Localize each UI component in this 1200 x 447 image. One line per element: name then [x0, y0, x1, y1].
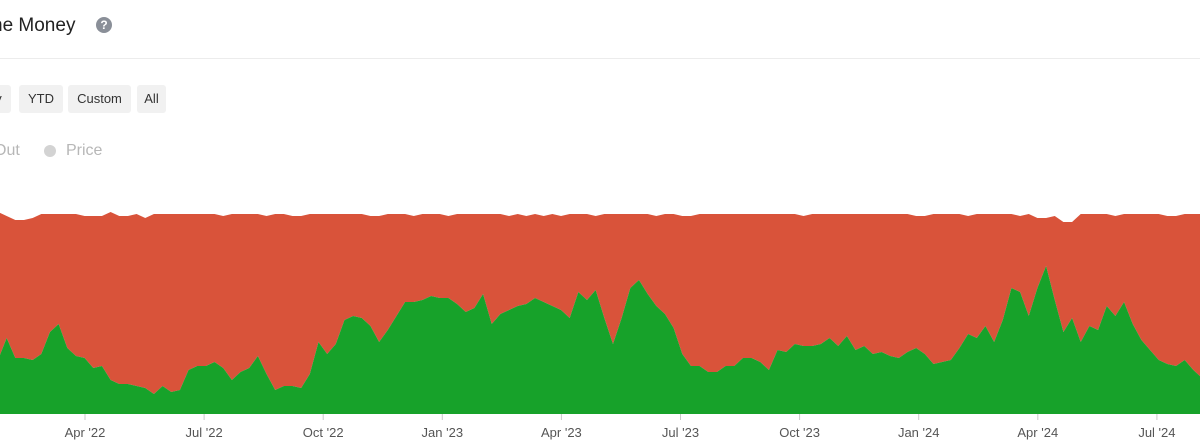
- range-button-custom[interactable]: Custom: [68, 85, 131, 113]
- x-tick-label: Apr '23: [541, 425, 582, 440]
- panel-title: he Money: [0, 15, 76, 36]
- x-tick-label: Oct '23: [779, 425, 820, 440]
- legend-label-out: Out: [0, 142, 20, 159]
- legend-dot-price: [44, 145, 56, 157]
- x-tick-label: Jul '23: [662, 425, 699, 440]
- range-button-ytd[interactable]: YTD: [19, 85, 63, 113]
- series-area-out: [0, 212, 1200, 394]
- legend-item-price[interactable]: Price: [66, 140, 102, 162]
- x-tick-label: Jan '24: [898, 425, 940, 440]
- panel-header: he Money ?: [0, 0, 1200, 59]
- legend-label-price: Price: [66, 142, 103, 159]
- x-tick-label: Jul '24: [1138, 425, 1175, 440]
- x-tick-label: Oct '22: [303, 425, 344, 440]
- x-tick-label: Jul '22: [186, 425, 223, 440]
- chart-areas: [0, 212, 1200, 414]
- question-circle-icon[interactable]: ?: [96, 17, 112, 33]
- series-area-in: [0, 266, 1200, 414]
- x-tick-label: Apr '24: [1017, 425, 1058, 440]
- x-tick-label: Apr '22: [65, 425, 106, 440]
- range-button-truncated[interactable]: y: [0, 85, 11, 113]
- x-axis: Apr '22 Jul '22 Oct '22 Jan '23 Apr '23 Jul '…: [65, 414, 1175, 440]
- range-button-all[interactable]: All: [137, 85, 166, 113]
- legend-item-out[interactable]: Out: [0, 140, 20, 162]
- x-tick-label: Jan '23: [422, 425, 464, 440]
